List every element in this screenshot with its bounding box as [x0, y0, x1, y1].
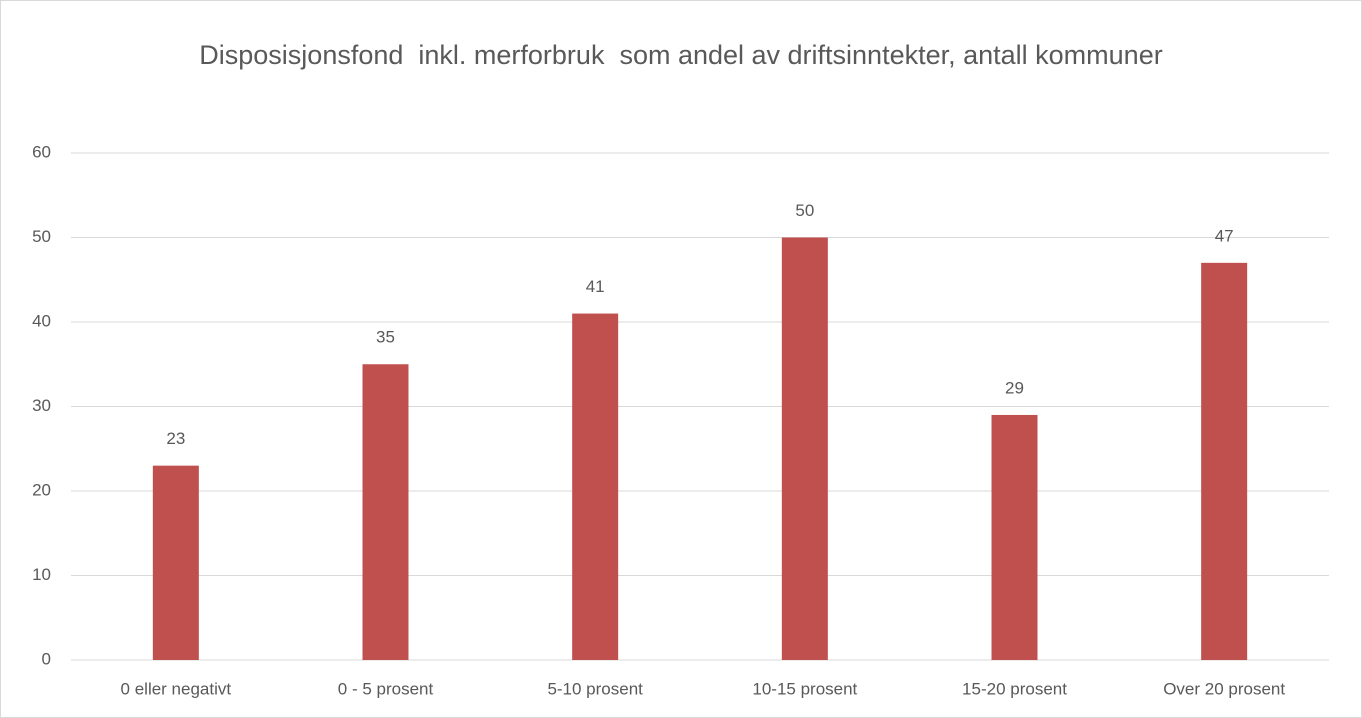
x-tick-label: 0 eller negativt [121, 679, 232, 698]
bar [1201, 262, 1248, 660]
bar [362, 364, 409, 660]
data-label: 23 [166, 429, 185, 448]
y-tick-label: 50 [32, 227, 51, 246]
chart-title: Disposisjonsfond inkl. merforbruk som an… [199, 40, 1163, 70]
x-tick-label: 15-20 prosent [962, 679, 1067, 698]
bar [572, 313, 619, 660]
y-tick-label: 60 [32, 142, 51, 161]
y-tick-label: 30 [32, 396, 51, 415]
bar [991, 414, 1038, 660]
bar [152, 465, 199, 660]
x-tick-label: 5-10 prosent [547, 679, 643, 698]
data-label: 50 [795, 201, 814, 220]
y-tick-label: 10 [32, 565, 51, 584]
data-label: 41 [586, 277, 605, 296]
data-label: 35 [376, 328, 395, 347]
y-tick-label: 20 [32, 480, 51, 499]
x-tick-label: 10-15 prosent [752, 679, 857, 698]
y-tick-label: 40 [32, 311, 51, 330]
data-label: 47 [1215, 226, 1234, 245]
bar [781, 237, 828, 660]
x-tick-label: 0 - 5 prosent [338, 679, 434, 698]
data-label: 29 [1005, 378, 1024, 397]
y-tick-label: 0 [42, 649, 51, 668]
x-tick-label: Over 20 prosent [1163, 679, 1285, 698]
